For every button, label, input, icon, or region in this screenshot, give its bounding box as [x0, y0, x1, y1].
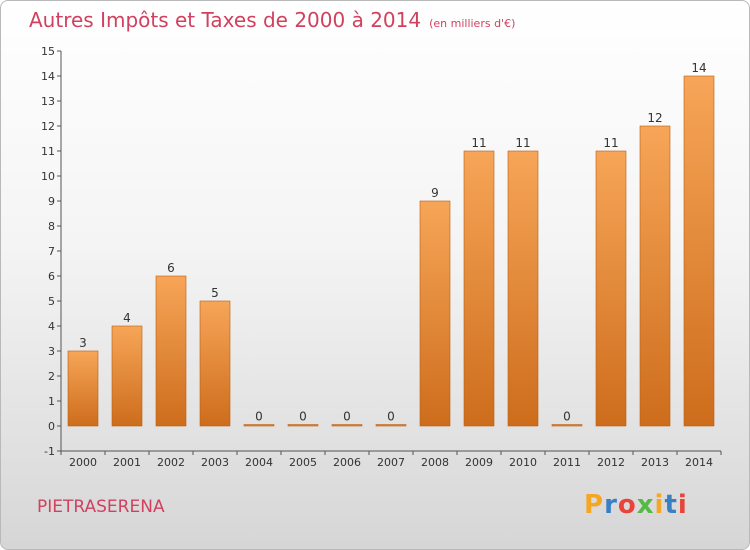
bar-2011: [551, 424, 583, 427]
x-tick-label: 2006: [333, 456, 361, 469]
logo-letter: i: [654, 490, 665, 520]
x-tick-label: 2004: [245, 456, 273, 469]
x-tick-label: 2008: [421, 456, 449, 469]
data-label-2008: 9: [431, 186, 439, 200]
logo-letter: P: [584, 490, 605, 520]
y-tick-label: 5: [48, 295, 55, 308]
data-label-2012: 11: [603, 136, 618, 150]
y-tick-label: 14: [41, 70, 55, 83]
bar-2004: [243, 424, 275, 427]
logo-letter: t: [664, 490, 678, 520]
bar-2009: [463, 150, 495, 427]
y-tick-label: 9: [48, 195, 55, 208]
x-tick-label: 2005: [289, 456, 317, 469]
data-label-2005: 0: [299, 410, 307, 424]
logo-letter: r: [604, 490, 618, 520]
data-label-2010: 11: [515, 136, 530, 150]
y-tick-label: 4: [48, 320, 55, 333]
bar-2007: [375, 424, 407, 427]
x-tick-label: 2002: [157, 456, 185, 469]
y-tick-label: 12: [41, 120, 55, 133]
y-tick-label: 1: [48, 395, 55, 408]
bar-2005: [287, 424, 319, 427]
data-label-2004: 0: [255, 410, 263, 424]
data-label-2011: 0: [563, 410, 571, 424]
data-label-2007: 0: [387, 410, 395, 424]
bar-2003: [199, 300, 231, 427]
label-layer: 2000 3 2001 4 2002 6 2003 5 2004 0 2005 0 2006 0 2007 0…: [69, 61, 713, 469]
y-tick-label: 11: [41, 145, 55, 158]
x-tick-label: 2012: [597, 456, 625, 469]
y-tick-label: 10: [41, 170, 55, 183]
bar-2001: [111, 325, 143, 427]
logo-letter: x: [636, 490, 655, 520]
logo-letter: i: [677, 490, 688, 520]
data-label-2013: 12: [647, 111, 662, 125]
x-tick-label: 2013: [641, 456, 669, 469]
data-label-2001: 4: [123, 311, 131, 325]
data-label-2002: 6: [167, 261, 175, 275]
bar-2010: [507, 150, 539, 427]
x-tick-label: 2003: [201, 456, 229, 469]
bar-2013: [639, 125, 671, 427]
data-label-2000: 3: [79, 336, 87, 350]
data-label-2006: 0: [343, 410, 351, 424]
y-tick-label: 2: [48, 370, 55, 383]
commune-name: PIETRASERENA: [37, 497, 165, 517]
chart-title: Autres Impôts et Taxes de 2000 à 2014 (en…: [29, 8, 515, 32]
data-label-2009: 11: [471, 136, 486, 150]
bar-2012: [595, 150, 627, 427]
y-tick-label: 3: [48, 345, 55, 358]
data-label-2003: 5: [211, 286, 219, 300]
bar-2006: [331, 424, 363, 427]
chart-title-main: Autres Impôts et Taxes de 2000 à 2014: [29, 8, 422, 32]
y-tick-label: 6: [48, 270, 55, 283]
bar-layer: [67, 75, 715, 427]
y-tick-label: 7: [48, 245, 55, 258]
y-tick-label: 13: [41, 95, 55, 108]
x-tick-label: 2011: [553, 456, 581, 469]
y-tick-label: -1: [44, 445, 55, 458]
x-tick-label: 2009: [465, 456, 493, 469]
proxiti-logo[interactable]: Proxiti: [584, 490, 688, 520]
x-tick-label: 2007: [377, 456, 405, 469]
x-tick-label: 2000: [69, 456, 97, 469]
y-tick-label: 0: [48, 420, 55, 433]
x-tick-label: 2001: [113, 456, 141, 469]
bar-2014: [683, 75, 715, 427]
x-tick-label: 2010: [509, 456, 537, 469]
x-tick-label: 2014: [685, 456, 713, 469]
y-tick-label: 8: [48, 220, 55, 233]
data-label-2014: 14: [691, 61, 706, 75]
bar-2008: [419, 200, 451, 427]
logo-letter: o: [617, 490, 637, 520]
bar-2002: [155, 275, 187, 427]
chart-title-unit: (en milliers d'€): [429, 17, 516, 30]
y-tick-label: 15: [41, 45, 55, 58]
bar-2000: [67, 350, 99, 427]
